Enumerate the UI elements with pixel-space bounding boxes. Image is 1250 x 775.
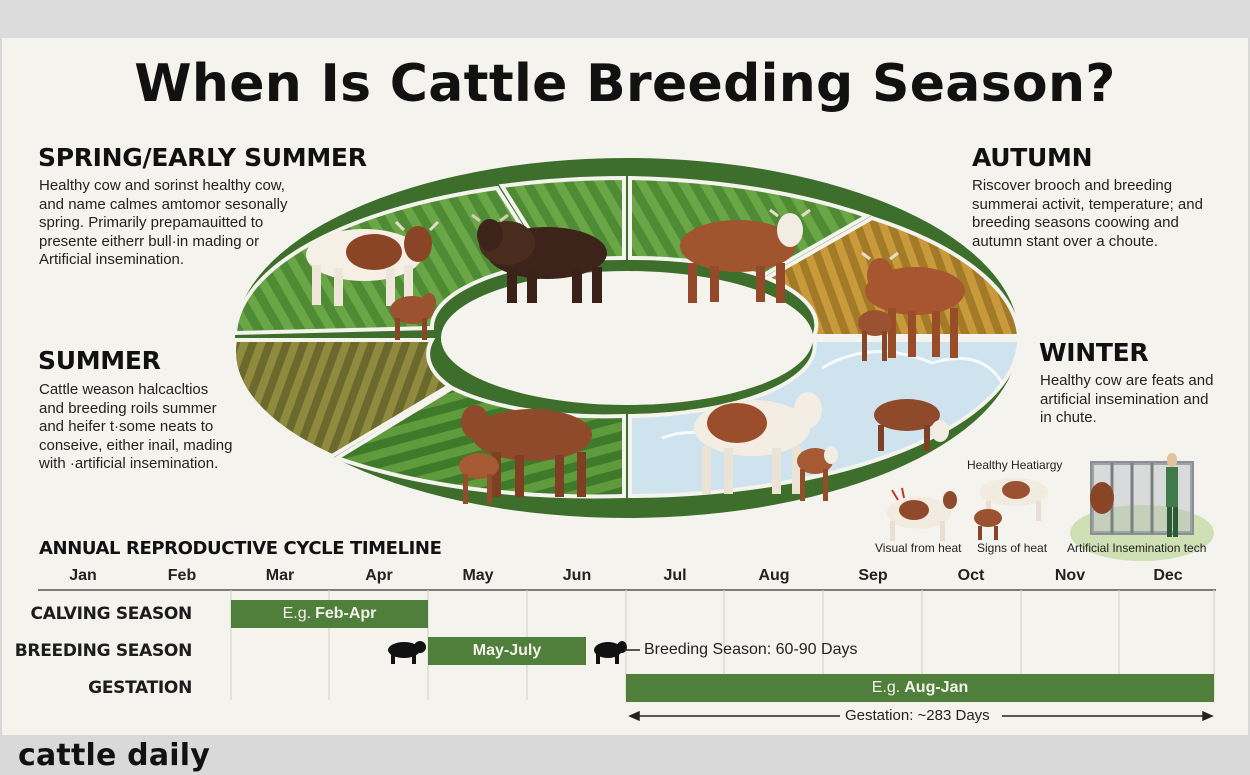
calf-icon — [390, 293, 436, 340]
calving-bar: E.g. Feb-Apr — [231, 600, 428, 628]
caption-ai-tech: Artificial Insemination tech — [1067, 541, 1207, 555]
season-wheel — [38, 158, 1216, 722]
infographic: When Is Cattle Breeding Season? — [2, 38, 1248, 735]
calf-icon — [858, 310, 892, 361]
breeding-note: Breeding Season: 60-90 Days — [644, 641, 858, 658]
gestation-bar-prefix: E.g. — [871, 679, 901, 696]
row-label-breeding: BREEDING SEASON — [14, 641, 193, 661]
bull-silhouette-icon — [388, 641, 426, 664]
month-label: Dec — [1153, 567, 1183, 584]
breeding-bar: May-July — [428, 637, 586, 665]
month-label: May — [462, 567, 494, 584]
season-text-autumn: Riscover brooch and breeding summerai ac… — [972, 177, 1203, 250]
month-label: Mar — [265, 567, 295, 584]
cow-icon — [680, 208, 811, 303]
month-label: Apr — [365, 567, 393, 584]
season-heading-summer: SUMMER — [38, 346, 161, 375]
season-text-spring: Healthy cow and sorinst healthy cow, and… — [39, 177, 288, 268]
caption-signs-heat: Signs of heat — [977, 541, 1048, 555]
breeding-bar-value: May-July — [472, 642, 542, 659]
calving-bar-prefix: E.g. — [282, 605, 312, 622]
season-heading-winter: WINTER — [1039, 338, 1149, 367]
segment-summer-dry — [231, 338, 453, 459]
bull-icon — [471, 213, 607, 303]
caption-visual-heat: Visual from heat — [875, 541, 962, 555]
month-label: Sep — [858, 567, 888, 584]
cow-icon — [461, 405, 592, 497]
row-label-calving: CALVING SEASON — [30, 604, 193, 624]
calf-icon — [459, 453, 499, 504]
cow-icon — [306, 220, 440, 306]
gestation-bar-value: Aug-Jan — [904, 679, 969, 696]
calving-bar-value: Feb-Apr — [315, 605, 377, 622]
month-label: Jan — [69, 567, 97, 584]
month-label: Jun — [562, 567, 592, 584]
page-title: When Is Cattle Breeding Season? — [134, 54, 1116, 114]
cow-icon — [861, 251, 965, 358]
month-label: Jul — [663, 567, 687, 584]
calf-icon — [797, 446, 838, 501]
season-text-winter: Healthy cow are feats and artificial ins… — [1040, 372, 1214, 426]
chute-icon — [1070, 453, 1214, 561]
gestation-arrow — [628, 710, 1214, 722]
gestation-note: Gestation: ~283 Days — [845, 707, 990, 724]
season-heading-autumn: AUTUMN — [972, 143, 1093, 172]
month-label: Oct — [957, 567, 985, 584]
brand-label: cattle daily — [18, 738, 211, 773]
season-text-summer: Cattle weason halcacltios and breeding r… — [39, 381, 233, 472]
cow-icon — [694, 392, 822, 494]
row-label-gestation: GESTATION — [88, 678, 192, 698]
month-label: Feb — [167, 567, 197, 584]
heat-visual-icon — [887, 487, 957, 541]
caption-healthy: Healthy Heatiargy — [967, 458, 1063, 472]
gestation-bar: E.g. Aug-Jan — [626, 674, 1214, 702]
cow-icon — [874, 399, 949, 451]
timeline-heading: ANNUAL REPRODUCTIVE CYCLE TIMELINE — [39, 538, 442, 559]
bull-silhouette-icon — [594, 641, 627, 664]
season-heading-spring: SPRING/EARLY SUMMER — [38, 143, 367, 172]
month-label: Nov — [1054, 567, 1086, 584]
footer-bar: cattle daily — [0, 735, 1250, 775]
month-label: Aug — [758, 567, 790, 584]
top-margin — [0, 0, 1250, 38]
heat-signs-icon — [974, 478, 1048, 540]
